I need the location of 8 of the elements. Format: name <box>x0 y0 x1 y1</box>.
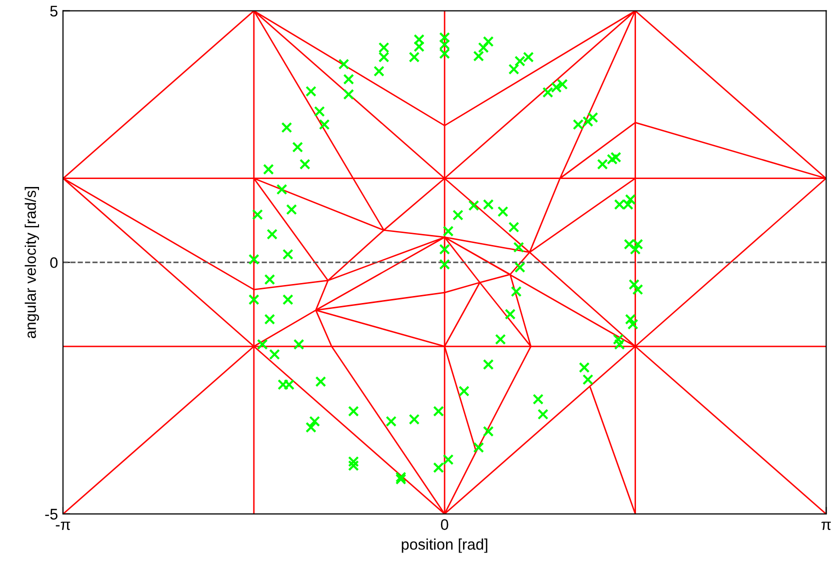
y-tick-label: -5 <box>45 508 58 520</box>
y-tick-label: 5 <box>50 6 58 17</box>
y-axis-title: angular velocity [rad/s] <box>24 187 39 338</box>
x-tick-label: π <box>822 522 831 530</box>
x-tick-label: -π <box>56 522 70 530</box>
y-tick-label: 0 <box>50 257 58 268</box>
x-tick-label: 0 <box>440 519 448 530</box>
x-axis-title: position [rad] <box>402 538 488 553</box>
